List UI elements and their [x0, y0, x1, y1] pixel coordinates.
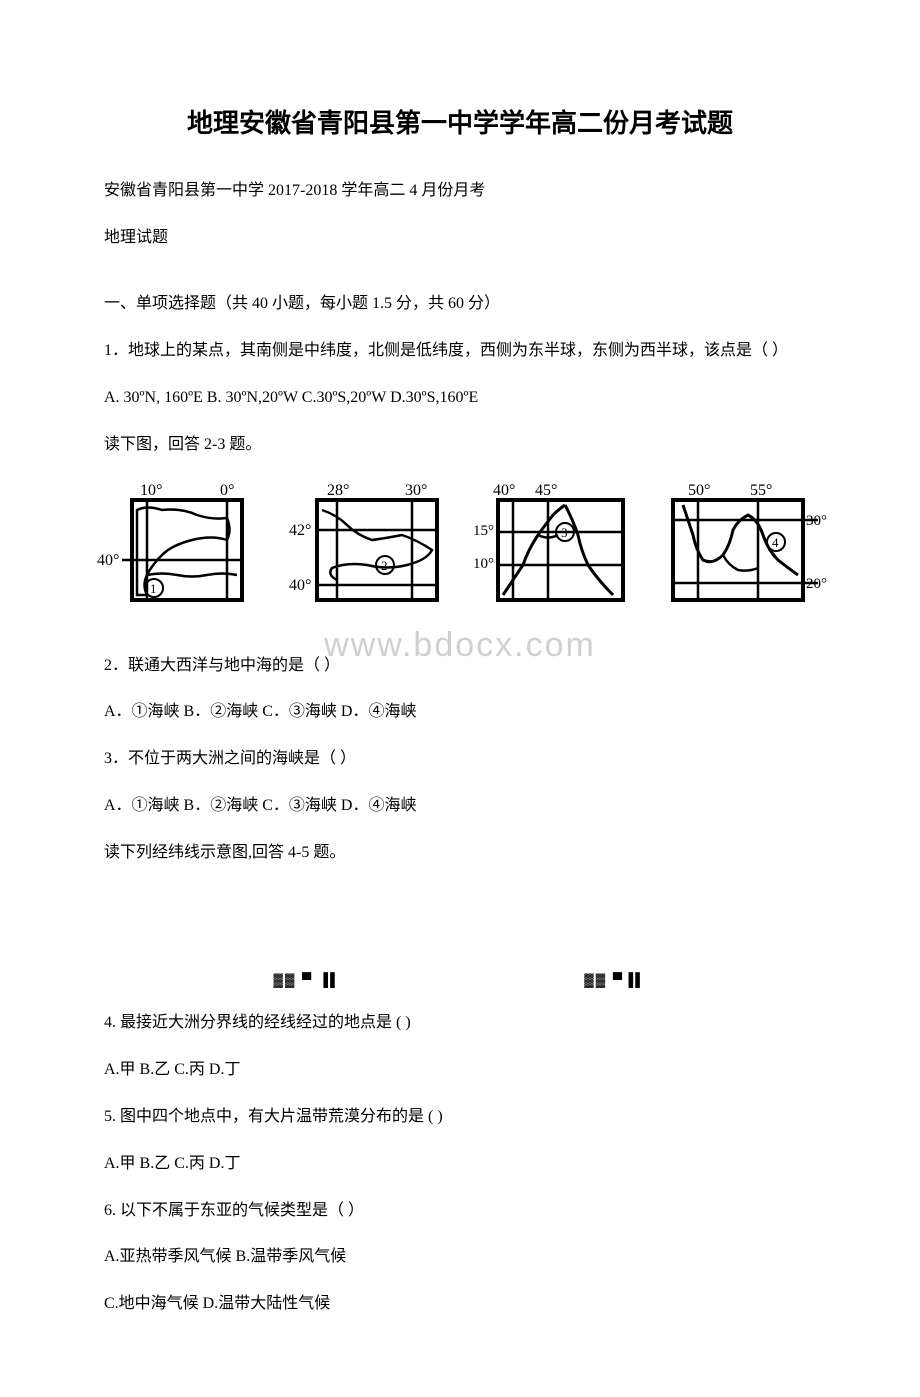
subtitle-line-1: 安徽省青阳县第一中学 2017-2018 学年高二 4 月份月考 — [72, 177, 848, 206]
map1-label-10: 10° — [140, 482, 162, 499]
fig-label-left: ▓▓ ▀ ▐▌ — [273, 972, 341, 987]
question-3: 3．不位于两大洲之间的海峡是（ ） — [72, 745, 848, 774]
map-panel-3: 40° 45° 15° 10° 3 — [473, 480, 633, 621]
map3-circle-3: 3 — [561, 525, 568, 540]
fig-label-right: ▓▓ ▀▐▌ — [584, 972, 646, 987]
map2-label-30: 30° — [405, 482, 427, 499]
map2-circle-2: 2 — [381, 558, 388, 573]
subtitle-line-2: 地理试题 — [72, 224, 848, 253]
question-6: 6. 以下不属于东亚的气候类型是（ ） — [72, 1197, 848, 1226]
map3-label-40: 40° — [493, 482, 515, 499]
map4-label-55: 55° — [750, 482, 772, 499]
question-5-options: A.甲 B.乙 C.丙 D.丁 — [72, 1150, 848, 1179]
map4-label-50: 50° — [688, 482, 710, 499]
question-1-options: A. 30ºN, 160ºE B. 30ºN,20ºW C.30ºS,20ºW … — [72, 384, 848, 413]
map1-label-40: 40° — [97, 552, 119, 569]
question-4: 4. 最接近大洲分界线的经线经过的地点是 ( ) — [72, 1009, 848, 1038]
question-5: 5. 图中四个地点中，有大片温带荒漠分布的是 ( ) — [72, 1103, 848, 1132]
read-instruction-45: 读下列经纬线示意图,回答 4-5 题。 — [72, 839, 848, 868]
map3-label-45: 45° — [535, 482, 557, 499]
read-instruction-23: 读下图，回答 2-3 题。 — [72, 431, 848, 460]
map1-label-0: 0° — [220, 482, 234, 499]
map1-circle-1: 1 — [150, 581, 157, 596]
map-panel-2: 28° 30° 42° 40° 2 — [287, 480, 447, 621]
map-figure-row: 10° 0° 40° 1 28° 30° 42° 40° 2 — [92, 480, 828, 621]
map2-label-42: 42° — [289, 522, 311, 539]
question-4-options: A.甲 B.乙 C.丙 D.丁 — [72, 1056, 848, 1085]
map4-circle-4: 4 — [772, 535, 779, 550]
small-figure-row: ▓▓ ▀ ▐▌ ▓▓ ▀▐▌ — [152, 966, 768, 995]
question-3-options: A．①海峡 B．②海峡 C．③海峡 D．④海峡 — [72, 792, 848, 821]
map3-label-15: 15° — [473, 523, 494, 539]
map-panel-1: 10° 0° 40° 1 — [92, 480, 262, 621]
question-6-options-a: A.亚热带季风气候 B.温带季风气候 — [72, 1243, 848, 1272]
question-6-options-b: C.地中海气候 D.温带大陆性气候 — [72, 1290, 848, 1319]
map-panel-4: 50° 55° 30° 20° 4 — [658, 480, 828, 621]
question-2: 2．联通大西洋与地中海的是（ ） — [72, 652, 848, 681]
section-heading: 一、单项选择题（共 40 小题，每小题 1.5 分，共 60 分） — [72, 290, 848, 319]
document-title: 地理安徽省青阳县第一中学学年高二份月考试题 — [72, 100, 848, 147]
map2-label-28: 28° — [327, 482, 349, 499]
question-2-options: A．①海峡 B．②海峡 C．③海峡 D．④海峡 — [72, 698, 848, 727]
map2-label-40b: 40° — [289, 577, 311, 594]
map3-label-10: 10° — [473, 556, 494, 572]
question-1: 1．地球上的某点，其南侧是中纬度，北侧是低纬度，西侧为东半球，东侧为西半球，该点… — [72, 337, 848, 366]
